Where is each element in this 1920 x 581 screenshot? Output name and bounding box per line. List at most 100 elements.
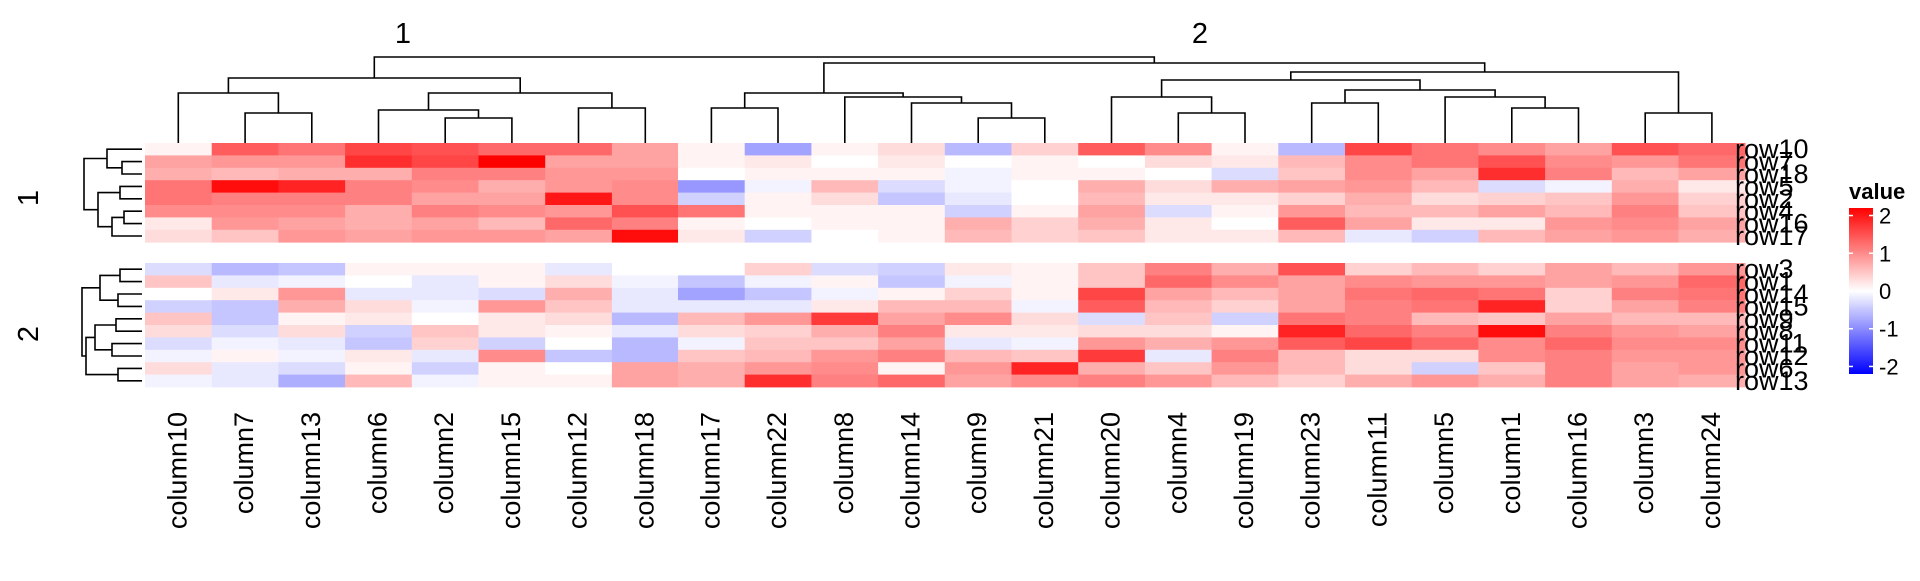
heatmap-cell [1678, 287, 1746, 301]
heatmap-cell [811, 287, 879, 301]
row-label: row11 [1735, 329, 1807, 359]
heatmap-cell [611, 229, 679, 243]
heatmap-cell [1345, 362, 1413, 375]
heatmap-cell [744, 167, 812, 181]
heatmap-cell [478, 374, 546, 388]
row-label: row16 [1735, 209, 1809, 239]
row-label: row5 [1735, 171, 1794, 201]
column-label: column18 [629, 412, 659, 529]
heatmap-cell [811, 374, 879, 388]
heatmap-cell [611, 263, 679, 276]
heatmap-cell [1078, 143, 1146, 156]
heatmap-cell [211, 263, 279, 276]
heatmap-cell [878, 205, 946, 218]
heatmap-cell [1545, 325, 1613, 338]
heatmap-cell [811, 349, 879, 363]
heatmap-cell [411, 143, 479, 156]
column-dendrogram-branch [743, 92, 904, 108]
heatmap-cell [145, 192, 213, 206]
heatmap-cell [611, 287, 679, 301]
heatmap-cell [1678, 312, 1746, 326]
heatmap-cell [211, 229, 279, 243]
heatmap-cell [211, 362, 279, 375]
heatmap-cell [411, 325, 479, 338]
heatmap-cell [1011, 374, 1079, 388]
heatmap-cell [411, 192, 479, 206]
heatmap-cell [1611, 217, 1679, 231]
heatmap-cell [878, 167, 946, 181]
heatmap-cell [278, 205, 346, 218]
heatmap-cell [811, 155, 879, 169]
heatmap-cell [1411, 275, 1479, 289]
heatmap-cell [478, 263, 546, 276]
heatmap-cell [345, 287, 413, 301]
heatmap-cell [278, 155, 346, 169]
heatmap-cell [611, 205, 679, 218]
heatmap-cell [678, 167, 746, 181]
heatmap-cell [944, 143, 1012, 156]
heatmap-cell [411, 300, 479, 313]
heatmap-cell [1011, 349, 1079, 363]
heatmap-cell [1211, 349, 1279, 363]
heatmap-cell [1478, 192, 1546, 206]
heatmap-cell [345, 229, 413, 243]
heatmap-cell [145, 337, 213, 351]
heatmap-cell [545, 263, 613, 276]
legend-tick-label: 1 [1879, 241, 1891, 266]
column-dendrogram-branch [1290, 71, 1680, 113]
column-label: column6 [362, 412, 392, 514]
heatmap-cell [944, 263, 1012, 276]
heatmap-cell [744, 287, 812, 301]
heatmap-cell [744, 263, 812, 276]
heatmap-cell [1144, 362, 1212, 375]
row-label: row4 [1735, 196, 1794, 226]
row-dendrogram-branch [119, 268, 142, 283]
heatmap-cell [1211, 167, 1279, 181]
column-dendrogram-branch [577, 107, 647, 143]
heatmap-cell [1345, 217, 1413, 231]
column-dendrogram-branch [444, 117, 513, 143]
heatmap-cell [1611, 180, 1679, 193]
heatmap-cell [1678, 205, 1746, 218]
heatmap-cell [1678, 325, 1746, 338]
row-label: row8 [1735, 316, 1794, 346]
row-label: row3 [1735, 254, 1794, 284]
column-label: column4 [1162, 412, 1192, 514]
heatmap-cell [944, 362, 1012, 375]
heatmap-cell [944, 337, 1012, 351]
row-dendrogram-branch [115, 318, 142, 332]
row-label: row2 [1735, 184, 1794, 214]
heatmap-cell [411, 362, 479, 375]
heatmap-cell [411, 374, 479, 388]
heatmap-cell [1011, 263, 1079, 276]
heatmap-cell [1411, 263, 1479, 276]
row-dendrogram-branch [117, 293, 142, 308]
heatmap-cell [478, 337, 546, 351]
heatmap-cell [1411, 180, 1479, 193]
heatmap-cell [278, 217, 346, 231]
column-label: column9 [962, 412, 992, 514]
column-dendrogram-branch [227, 77, 521, 93]
heatmap-cell [1011, 180, 1079, 193]
heatmap-cell [1345, 180, 1413, 193]
heatmap-cell [1411, 143, 1479, 156]
heatmap-cell [1678, 349, 1746, 363]
heatmap-cell [1144, 300, 1212, 313]
heatmap-cell [1345, 263, 1413, 276]
heatmap-cell [811, 167, 879, 181]
heatmap-cell [478, 275, 546, 289]
heatmap-cell [744, 217, 812, 231]
heatmap-cell [278, 374, 346, 388]
heatmap-cell [211, 205, 279, 218]
heatmap-cell [878, 312, 946, 326]
heatmap-cell [345, 337, 413, 351]
heatmap-cell [1478, 167, 1546, 181]
heatmap-cell [1611, 300, 1679, 313]
heatmap-cell [478, 205, 546, 218]
heatmap-cell [411, 337, 479, 351]
heatmap-cell [211, 192, 279, 206]
heatmap-cell [1411, 374, 1479, 388]
heatmap-cell [211, 374, 279, 388]
heatmap-cell [1144, 217, 1212, 231]
